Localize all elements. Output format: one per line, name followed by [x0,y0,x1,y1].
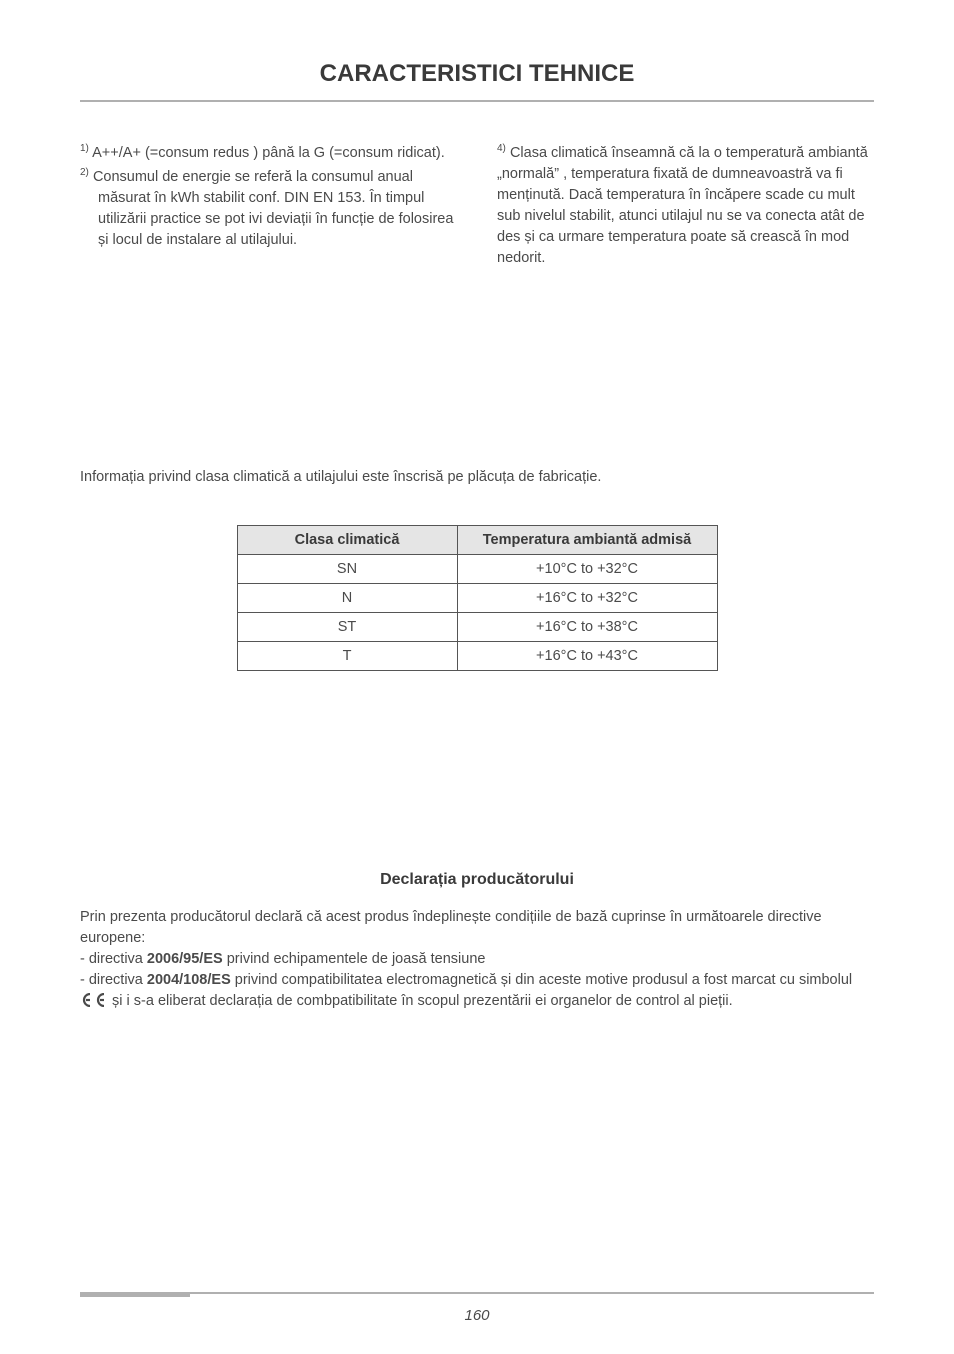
text: privind echipamentele de joasă tensiune [223,951,486,967]
table-cell: +16°C to +43°C [457,641,717,670]
footnote-columns: 1) A++/A+ (=consum redus ) până la G (=c… [80,142,874,269]
table-header: Temperatura ambiantă admisă [457,525,717,554]
footnote-2: 2) Consumul de energie se referă la cons… [80,166,457,251]
page-title: CARACTERISTICI TEHNICE [80,60,874,88]
table-row: SN +10°C to +32°C [237,554,717,583]
table-cell: +10°C to +32°C [457,554,717,583]
table-row: T +16°C to +43°C [237,641,717,670]
table-cell: ST [237,612,457,641]
table-header: Clasa climatică [237,525,457,554]
footer-rule [80,1292,874,1294]
declaration-intro: Prin prezenta producătorul declară că ac… [80,907,874,949]
footnote-text: A++/A+ (=consum redus ) până la G (=cons… [92,145,445,161]
footnote-num: 2) [80,167,89,178]
declaration-title: Declarația producătorului [80,871,874,889]
table-cell: T [237,641,457,670]
declaration-line-1: - directiva 2006/95/ES privind echipamen… [80,949,874,970]
left-column: 1) A++/A+ (=consum redus ) până la G (=c… [80,142,457,269]
footnote-text: Consumul de energie se referă la consumu… [93,169,453,248]
footnote-1: 1) A++/A+ (=consum redus ) până la G (=c… [80,142,457,164]
table-row: N +16°C to +32°C [237,583,717,612]
table-cell: SN [237,554,457,583]
footnote-text: Clasa climatică înseamnă că la o tempera… [497,145,868,266]
footnote-4: 4) Clasa climatică înseamnă că la o temp… [497,142,874,269]
table-cell: +16°C to +38°C [457,612,717,641]
footer-accent [80,1292,190,1297]
ce-mark-icon [80,991,108,1012]
directive-code: 2004/108/ES [147,972,231,988]
title-rule [80,100,874,102]
table-header-row: Clasa climatică Temperatura ambiantă adm… [237,525,717,554]
text: - directiva [80,972,147,988]
table-cell: +16°C to +32°C [457,583,717,612]
mid-sentence: Informația privind clasa climatică a uti… [80,469,874,485]
right-column: 4) Clasa climatică înseamnă că la o temp… [497,142,874,269]
page-number: 160 [0,1307,954,1324]
declaration-body: Prin prezenta producătorul declară că ac… [80,907,874,1012]
table-row: ST +16°C to +38°C [237,612,717,641]
directive-code: 2006/95/ES [147,951,223,967]
footnote-num: 1) [80,143,89,154]
text: - directiva [80,951,147,967]
footnote-num: 4) [497,143,506,154]
declaration-line-2: - directiva 2004/108/ES privind compatib… [80,970,874,1012]
climate-table: Clasa climatică Temperatura ambiantă adm… [237,525,718,671]
table-cell: N [237,583,457,612]
text: și i s-a eliberat declarația de combpati… [112,993,733,1009]
text: privind compatibilitatea electromagnetic… [231,972,852,988]
